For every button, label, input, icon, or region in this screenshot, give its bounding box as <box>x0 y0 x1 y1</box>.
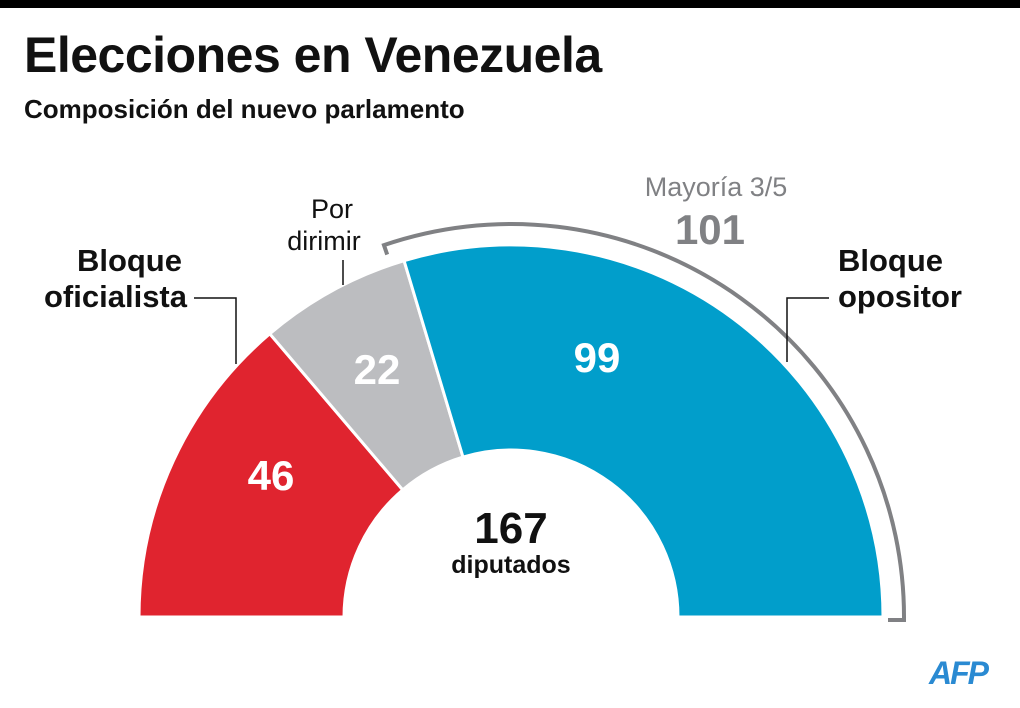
value-label: 99 <box>574 334 621 381</box>
majority-label: Mayoría 3/5 <box>645 172 788 202</box>
afp-logo: AFP <box>928 655 990 691</box>
slice-bloque-oficialista <box>137 331 405 619</box>
total-value: 167 <box>474 504 547 553</box>
leader-line-opositor <box>786 297 829 362</box>
value-label: 22 <box>354 346 401 393</box>
label-oficialista-line1: Bloque <box>77 243 182 278</box>
label-oficialista-line2: oficialista <box>44 279 188 314</box>
label-dirimir-line1: Por <box>311 194 353 224</box>
majority-value: 101 <box>675 206 745 253</box>
label-opositor-line2: opositor <box>838 279 962 314</box>
majority-bracket <box>381 221 907 622</box>
slice-bloque-opositor <box>402 243 885 619</box>
chart-subtitle: Composición del nuevo parlamento <box>24 94 465 124</box>
value-label: 46 <box>248 452 295 499</box>
chart-title: Elecciones en Venezuela <box>24 27 602 83</box>
label-dirimir-line2: dirimir <box>287 226 361 256</box>
top-bar <box>0 0 1020 8</box>
label-opositor-line1: Bloque <box>838 243 943 278</box>
total-label: diputados <box>451 551 570 579</box>
leader-line-oficialista <box>194 297 237 364</box>
